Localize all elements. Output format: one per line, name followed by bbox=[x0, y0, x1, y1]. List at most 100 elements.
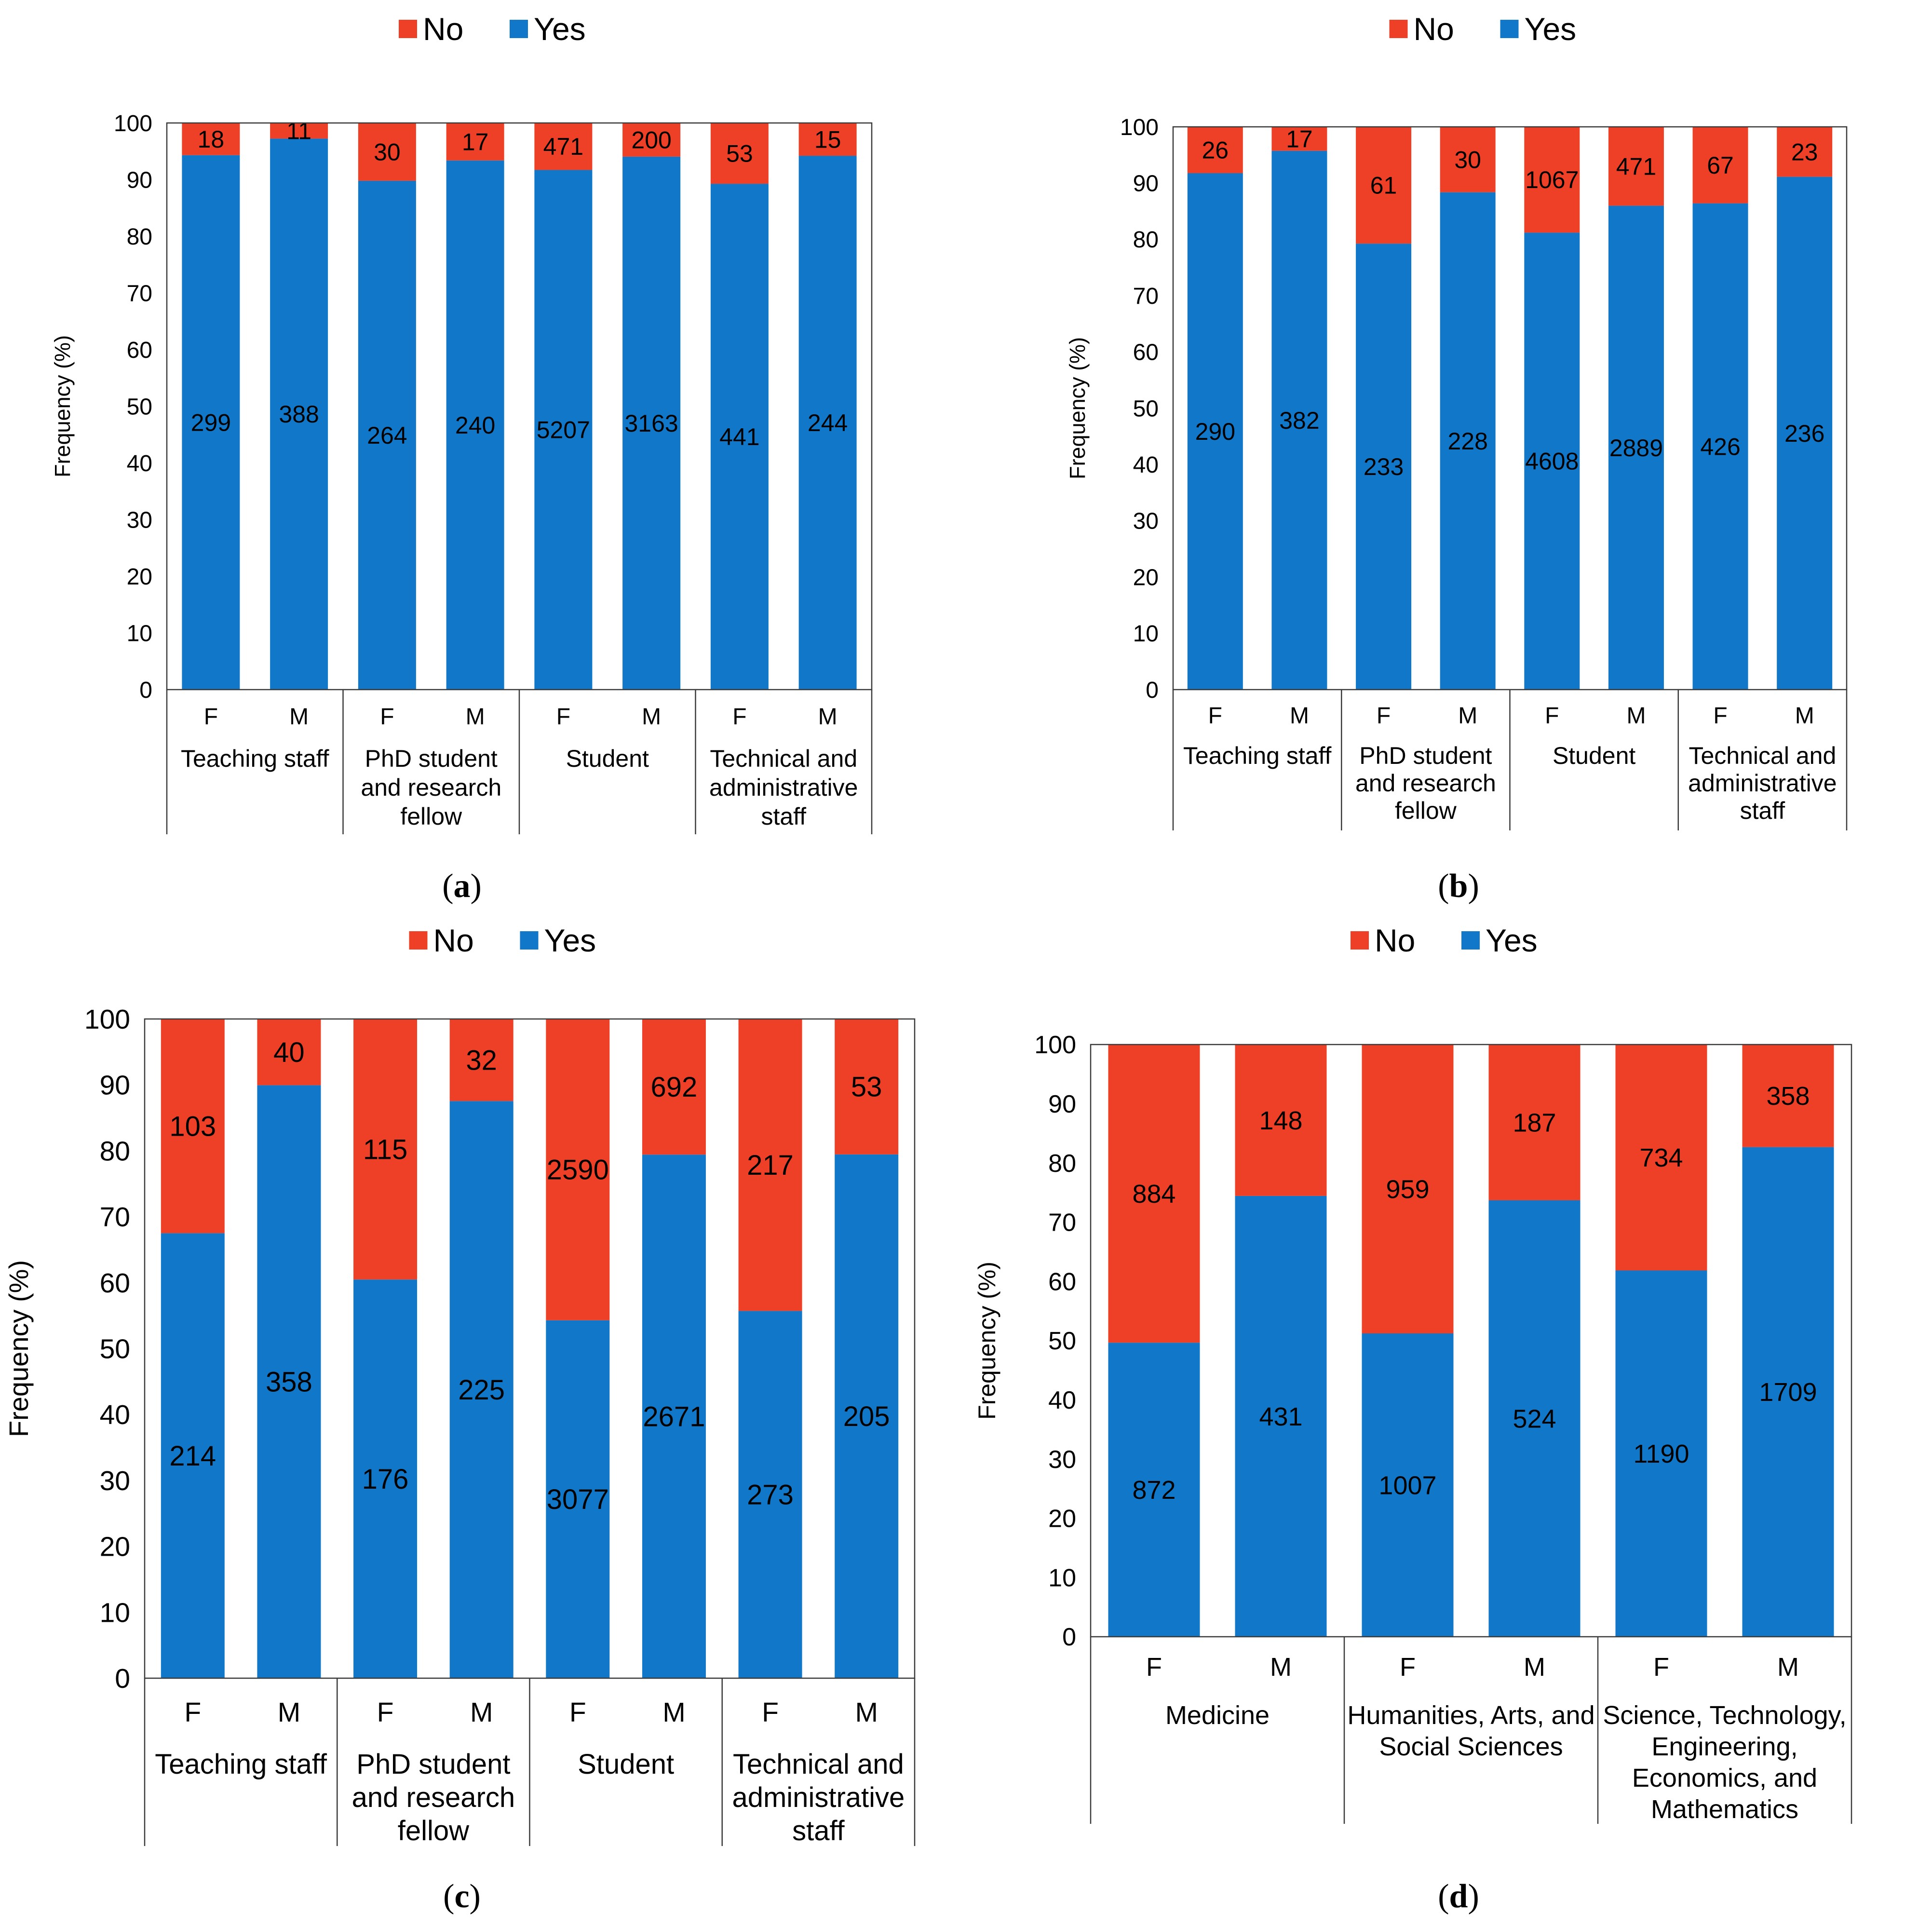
group-label: Technical and bbox=[733, 1749, 904, 1780]
group-label: Humanities, Arts, and bbox=[1347, 1701, 1594, 1730]
x-tick-label: F bbox=[380, 704, 394, 730]
bar-no bbox=[1742, 1045, 1834, 1147]
x-tick-label: M bbox=[289, 704, 309, 730]
y-tick-label: 30 bbox=[1133, 509, 1159, 534]
data-label-yes: 1190 bbox=[1633, 1439, 1689, 1468]
y-tick-label: 30 bbox=[100, 1466, 130, 1496]
y-tick-label: 60 bbox=[127, 338, 152, 363]
bar-yes bbox=[1488, 1200, 1581, 1637]
bar-yes bbox=[257, 1085, 321, 1678]
bar-yes bbox=[1362, 1333, 1454, 1637]
data-label-yes: 872 bbox=[1132, 1476, 1175, 1505]
x-tick-label: F bbox=[556, 704, 570, 730]
bar-yes bbox=[1356, 244, 1412, 690]
legend-swatch-no bbox=[409, 931, 428, 950]
x-tick-label: M bbox=[662, 1697, 685, 1728]
bar-no bbox=[358, 123, 416, 181]
y-axis-label: Frequency (%) bbox=[50, 335, 75, 477]
panel-tag-open: ( bbox=[442, 868, 453, 905]
data-label-no: 187 bbox=[1513, 1108, 1556, 1137]
group-label: and research bbox=[352, 1782, 515, 1813]
legend-label-no: No bbox=[1414, 11, 1454, 47]
y-tick-label: 100 bbox=[1120, 115, 1159, 140]
bar-yes bbox=[449, 1101, 513, 1678]
bar-no bbox=[182, 123, 240, 155]
bar-no bbox=[1356, 127, 1412, 244]
y-tick-label: 40 bbox=[1133, 452, 1159, 478]
x-tick-label: M bbox=[642, 704, 661, 730]
data-label-yes: 524 bbox=[1513, 1404, 1556, 1433]
bar-yes bbox=[546, 1320, 610, 1678]
legend-label-yes: Yes bbox=[534, 11, 586, 47]
bar-no bbox=[353, 1019, 418, 1280]
y-axis-label: Frequency (%) bbox=[3, 1260, 34, 1437]
bar-no bbox=[270, 123, 328, 139]
y-tick-label: 50 bbox=[100, 1333, 130, 1364]
x-tick-label: F bbox=[1146, 1653, 1162, 1682]
group-label: Economics, and bbox=[1632, 1764, 1817, 1792]
data-label-yes: 4608 bbox=[1525, 448, 1579, 475]
x-tick-label: M bbox=[1795, 703, 1814, 729]
y-tick-label: 50 bbox=[127, 394, 152, 420]
x-tick-label: M bbox=[470, 1697, 493, 1728]
y-tick-label: 60 bbox=[1048, 1268, 1076, 1296]
bar-no bbox=[257, 1019, 321, 1086]
data-label-yes: 273 bbox=[747, 1479, 794, 1510]
x-tick-label: F bbox=[762, 1697, 779, 1728]
data-label-no: 23 bbox=[1791, 138, 1818, 165]
y-tick-label: 40 bbox=[100, 1399, 130, 1430]
group-label: fellow bbox=[1395, 797, 1457, 824]
panel-tag: (d) bbox=[1438, 1878, 1479, 1915]
x-tick-label: F bbox=[732, 704, 746, 730]
data-label-yes: 5207 bbox=[537, 417, 590, 444]
y-tick-label: 0 bbox=[115, 1663, 130, 1694]
group-label: Social Sciences bbox=[1379, 1732, 1563, 1761]
y-tick-label: 0 bbox=[139, 678, 152, 703]
data-label-yes: 2889 bbox=[1609, 434, 1663, 462]
x-tick-label: F bbox=[377, 1697, 394, 1728]
panel-tag-open: ( bbox=[1438, 1878, 1449, 1915]
legend-swatch-no bbox=[399, 20, 417, 38]
data-label-no: 32 bbox=[466, 1045, 497, 1076]
x-tick-label: M bbox=[855, 1697, 878, 1728]
data-label-no: 11 bbox=[286, 118, 311, 145]
bar-no bbox=[710, 123, 769, 184]
panel-tag-letter: d bbox=[1449, 1878, 1468, 1915]
bar-no bbox=[534, 123, 593, 170]
x-tick-label: M bbox=[1290, 703, 1309, 729]
y-tick-label: 70 bbox=[1048, 1209, 1076, 1237]
data-label-no: 30 bbox=[1454, 146, 1481, 173]
panel-tag-letter: a bbox=[454, 868, 471, 905]
group-label: Student bbox=[578, 1749, 674, 1780]
data-label-yes: 290 bbox=[1195, 418, 1235, 445]
bar-no bbox=[798, 123, 857, 156]
chart-panel-d: No Yes Frequency (%) 0 10 20 30 40 50 60 70 80 90 100… bbox=[973, 923, 1852, 1915]
bar-yes bbox=[182, 155, 240, 690]
bar-no bbox=[1524, 127, 1580, 233]
y-tick-label: 70 bbox=[127, 281, 152, 306]
panel-tag: (a) bbox=[442, 868, 482, 905]
data-label-no: 884 bbox=[1132, 1180, 1175, 1208]
data-label-yes: 3077 bbox=[547, 1484, 609, 1515]
y-tick-label: 20 bbox=[1048, 1505, 1076, 1533]
group-label: administrative bbox=[732, 1782, 905, 1813]
x-tick-label: F bbox=[1713, 703, 1727, 729]
y-tick-label: 90 bbox=[1133, 171, 1159, 197]
legend: No Yes bbox=[1351, 923, 1538, 958]
y-tick-label: 10 bbox=[1048, 1564, 1076, 1592]
bar-yes bbox=[835, 1154, 899, 1678]
bar-no bbox=[1692, 127, 1748, 204]
bar-no bbox=[1488, 1045, 1581, 1200]
bar-yes bbox=[1108, 1343, 1200, 1637]
y-tick-label: 50 bbox=[1048, 1327, 1076, 1355]
data-label-yes: 236 bbox=[1784, 420, 1824, 447]
group-label: Student bbox=[566, 745, 649, 772]
y-tick-label: 50 bbox=[1133, 396, 1159, 421]
y-tick-label: 10 bbox=[1133, 621, 1159, 647]
y-tick-label: 90 bbox=[1048, 1090, 1076, 1118]
data-label-no: 1067 bbox=[1525, 166, 1579, 193]
x-tick-label: F bbox=[569, 1697, 586, 1728]
bar-no bbox=[642, 1019, 706, 1155]
group-label: Teaching staff bbox=[1183, 742, 1332, 769]
panel-tag-close: ) bbox=[1468, 868, 1479, 905]
